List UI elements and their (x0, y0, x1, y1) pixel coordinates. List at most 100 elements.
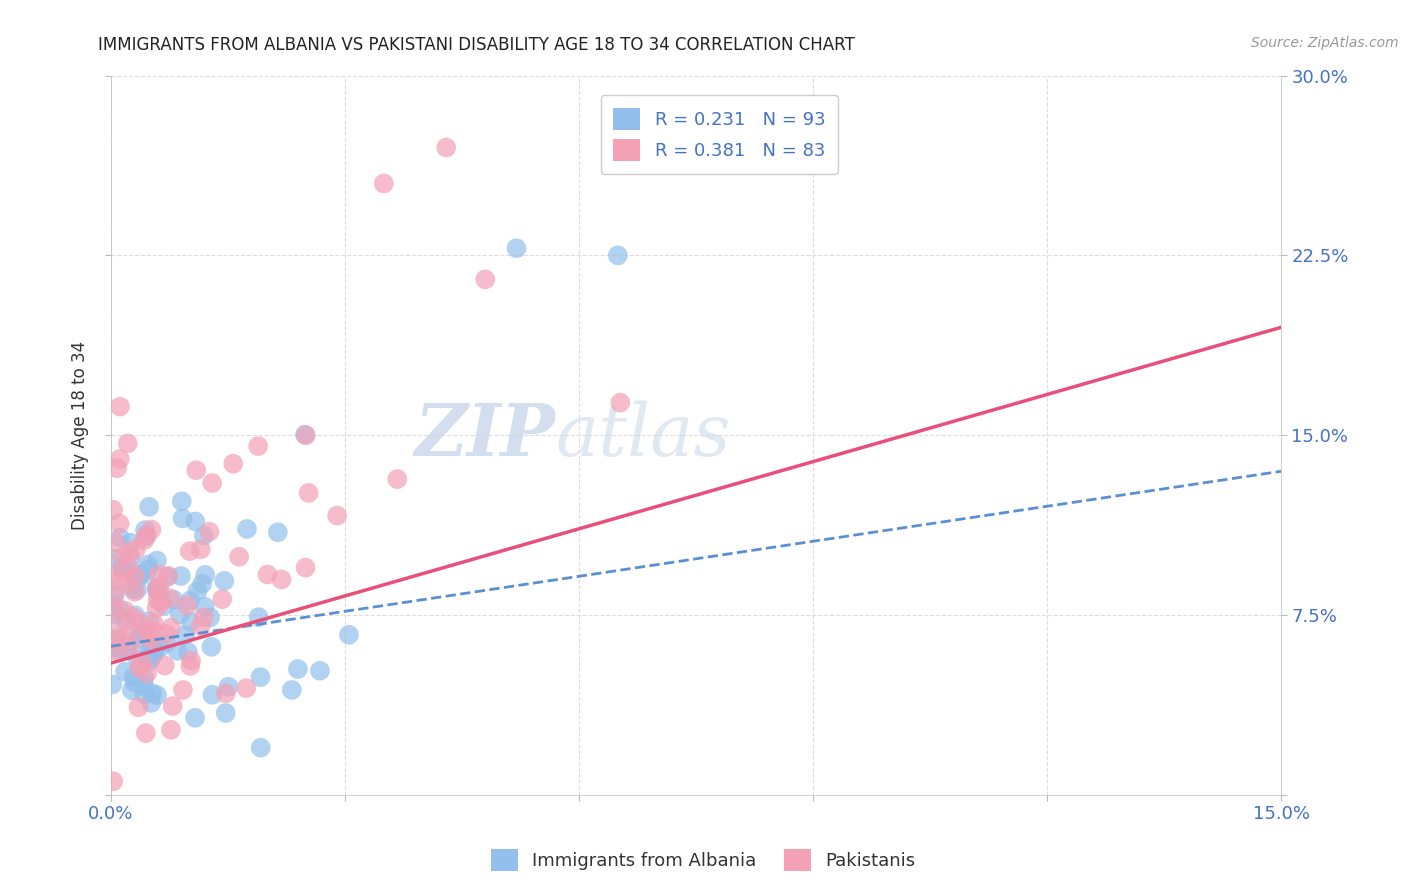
Point (136, 623, 159, 637)
Text: atlas: atlas (555, 400, 731, 471)
Point (128, 661, 150, 675)
Point (143, 616, 166, 631)
Point (101, 597, 124, 611)
Point (174, 628, 197, 642)
Point (149, 595, 172, 609)
Point (132, 679, 155, 693)
Point (156, 635, 179, 649)
Point (190, 619, 212, 633)
Point (148, 581, 170, 595)
Point (172, 511, 194, 525)
Point (184, 515, 207, 529)
Point (281, 682, 304, 697)
Point (103, 603, 125, 617)
Point (124, 569, 146, 583)
Point (142, 624, 165, 638)
Point (134, 533, 156, 547)
Point (104, 643, 127, 657)
Point (139, 645, 162, 659)
Point (115, 575, 138, 590)
Point (105, 461, 128, 475)
Point (170, 569, 193, 583)
Point (111, 559, 134, 574)
Point (134, 671, 156, 685)
Point (118, 545, 141, 559)
Text: Source: ZipAtlas.com: Source: ZipAtlas.com (1251, 36, 1399, 50)
Point (136, 666, 159, 681)
Point (108, 516, 131, 531)
Point (104, 535, 127, 549)
Point (177, 645, 200, 659)
Point (267, 525, 290, 540)
Point (270, 573, 292, 587)
Point (128, 632, 150, 646)
Point (103, 590, 125, 604)
Point (294, 560, 316, 574)
Point (105, 574, 128, 588)
Point (117, 644, 139, 658)
Point (101, 566, 124, 581)
Point (215, 706, 238, 720)
Point (138, 500, 160, 514)
Point (135, 528, 157, 542)
Point (159, 591, 181, 606)
Point (122, 610, 145, 624)
Point (157, 569, 180, 583)
Point (201, 688, 224, 702)
Point (157, 569, 180, 583)
Point (117, 436, 139, 450)
Text: IMMIGRANTS FROM ALBANIA VS PAKISTANI DISABILITY AGE 18 TO 34 CORRELATION CHART: IMMIGRANTS FROM ALBANIA VS PAKISTANI DIS… (98, 36, 855, 54)
Point (103, 551, 125, 566)
Point (236, 522, 259, 536)
Point (146, 553, 169, 567)
Point (287, 662, 309, 676)
Point (249, 670, 271, 684)
Point (193, 528, 215, 542)
Point (194, 567, 217, 582)
Point (146, 688, 169, 702)
Point (124, 608, 146, 623)
Point (184, 711, 207, 725)
Point (247, 439, 270, 453)
Point (108, 602, 131, 616)
Point (111, 550, 134, 565)
Point (434, 140, 457, 154)
Point (120, 640, 142, 654)
Point (153, 599, 176, 613)
Point (148, 585, 170, 599)
Point (114, 604, 136, 618)
Point (180, 654, 202, 668)
Point (337, 628, 360, 642)
Point (104, 607, 127, 622)
Point (145, 601, 167, 615)
Point (134, 629, 156, 643)
Point (120, 535, 142, 549)
Point (295, 428, 318, 442)
Point (505, 241, 527, 255)
Point (198, 524, 221, 539)
Point (134, 687, 156, 701)
Point (107, 619, 129, 633)
Point (122, 567, 145, 582)
Point (191, 577, 214, 591)
Point (111, 632, 134, 647)
Point (162, 592, 184, 607)
Point (609, 395, 631, 409)
Point (146, 582, 169, 596)
Point (373, 177, 395, 191)
Point (136, 655, 159, 669)
Point (149, 640, 172, 655)
Point (172, 683, 194, 698)
Point (194, 599, 217, 614)
Point (104, 641, 127, 656)
Point (128, 626, 150, 640)
Point (179, 544, 201, 558)
Point (309, 664, 332, 678)
Point (124, 675, 146, 690)
Point (179, 593, 201, 607)
Point (180, 615, 202, 629)
Point (139, 652, 162, 666)
Point (125, 542, 148, 557)
Point (215, 686, 238, 700)
Point (121, 683, 143, 698)
